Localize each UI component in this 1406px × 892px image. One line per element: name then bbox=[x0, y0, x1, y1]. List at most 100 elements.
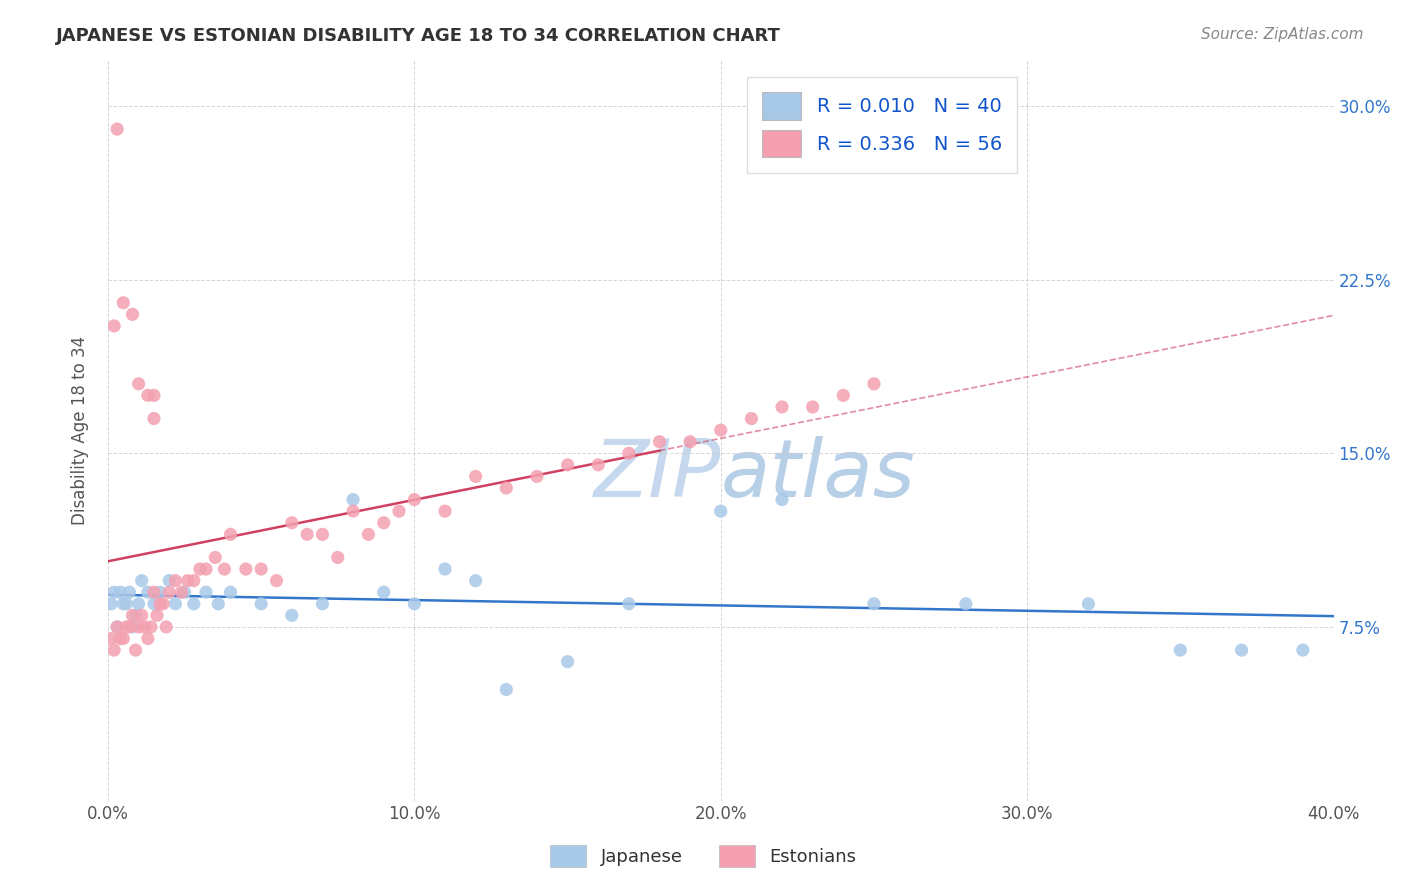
Point bbox=[139, 620, 162, 634]
Y-axis label: Disability Age 18 to 34: Disability Age 18 to 34 bbox=[72, 335, 89, 524]
Point bbox=[557, 655, 579, 669]
Point bbox=[495, 682, 517, 697]
Point bbox=[136, 585, 159, 599]
Point bbox=[311, 527, 333, 541]
Point bbox=[103, 318, 125, 333]
Point bbox=[146, 608, 169, 623]
Point bbox=[342, 492, 364, 507]
Point bbox=[195, 585, 218, 599]
Point bbox=[557, 458, 579, 472]
Point bbox=[170, 585, 193, 599]
Point bbox=[404, 597, 426, 611]
Point bbox=[373, 585, 395, 599]
Point bbox=[112, 295, 135, 310]
Point bbox=[128, 597, 150, 611]
Point bbox=[586, 458, 609, 472]
Point bbox=[142, 411, 165, 425]
Point bbox=[617, 597, 640, 611]
Point bbox=[128, 620, 150, 634]
Text: ZIP: ZIP bbox=[593, 435, 721, 514]
Point bbox=[679, 434, 702, 449]
Point bbox=[1292, 643, 1315, 657]
Point bbox=[157, 585, 180, 599]
Point bbox=[207, 597, 229, 611]
Point bbox=[740, 411, 762, 425]
Point bbox=[121, 307, 143, 321]
Point bbox=[165, 597, 187, 611]
Point bbox=[219, 527, 242, 541]
Point bbox=[142, 585, 165, 599]
Point bbox=[1077, 597, 1099, 611]
Point bbox=[121, 620, 143, 634]
Point bbox=[118, 620, 141, 634]
Point bbox=[105, 620, 128, 634]
Point bbox=[219, 585, 242, 599]
Point bbox=[188, 562, 211, 576]
Point bbox=[142, 388, 165, 402]
Point bbox=[235, 562, 257, 576]
Point bbox=[112, 632, 135, 646]
Text: Source: ZipAtlas.com: Source: ZipAtlas.com bbox=[1201, 27, 1364, 42]
Point bbox=[103, 643, 125, 657]
Point bbox=[464, 469, 486, 483]
Point bbox=[173, 585, 195, 599]
Point bbox=[115, 597, 138, 611]
Point bbox=[131, 608, 153, 623]
Point bbox=[155, 620, 177, 634]
Point bbox=[110, 585, 132, 599]
Point bbox=[281, 608, 304, 623]
Point bbox=[1230, 643, 1253, 657]
Point bbox=[157, 574, 180, 588]
Point bbox=[124, 608, 146, 623]
Point bbox=[311, 597, 333, 611]
Point bbox=[281, 516, 304, 530]
Point bbox=[183, 597, 205, 611]
Point bbox=[863, 597, 886, 611]
Point bbox=[434, 504, 457, 518]
Point bbox=[342, 504, 364, 518]
Point bbox=[617, 446, 640, 460]
Point bbox=[204, 550, 226, 565]
Point bbox=[526, 469, 548, 483]
Point bbox=[136, 388, 159, 402]
Legend: R = 0.010   N = 40, R = 0.336   N = 56: R = 0.010 N = 40, R = 0.336 N = 56 bbox=[747, 77, 1018, 172]
Point bbox=[112, 597, 135, 611]
Point bbox=[710, 504, 733, 518]
Text: atlas: atlas bbox=[721, 435, 915, 514]
Point bbox=[149, 585, 172, 599]
Point bbox=[404, 492, 426, 507]
Point bbox=[183, 574, 205, 588]
Point bbox=[388, 504, 411, 518]
Point bbox=[134, 620, 156, 634]
Point bbox=[434, 562, 457, 576]
Point bbox=[214, 562, 236, 576]
Point bbox=[142, 597, 165, 611]
Point bbox=[121, 608, 143, 623]
Point bbox=[863, 376, 886, 391]
Point bbox=[105, 122, 128, 136]
Point bbox=[832, 388, 855, 402]
Point bbox=[105, 620, 128, 634]
Point bbox=[357, 527, 380, 541]
Point bbox=[118, 585, 141, 599]
Point bbox=[100, 597, 122, 611]
Point bbox=[250, 597, 273, 611]
Point bbox=[136, 632, 159, 646]
Point bbox=[710, 423, 733, 437]
Point bbox=[266, 574, 288, 588]
Point bbox=[250, 562, 273, 576]
Point bbox=[648, 434, 671, 449]
Point bbox=[373, 516, 395, 530]
Point bbox=[176, 574, 198, 588]
Point bbox=[149, 597, 172, 611]
Point bbox=[115, 620, 138, 634]
Point bbox=[103, 585, 125, 599]
Text: JAPANESE VS ESTONIAN DISABILITY AGE 18 TO 34 CORRELATION CHART: JAPANESE VS ESTONIAN DISABILITY AGE 18 T… bbox=[56, 27, 782, 45]
Point bbox=[770, 492, 793, 507]
Point bbox=[464, 574, 486, 588]
Point bbox=[110, 632, 132, 646]
Point bbox=[131, 574, 153, 588]
Point bbox=[1168, 643, 1191, 657]
Point bbox=[100, 632, 122, 646]
Point bbox=[195, 562, 218, 576]
